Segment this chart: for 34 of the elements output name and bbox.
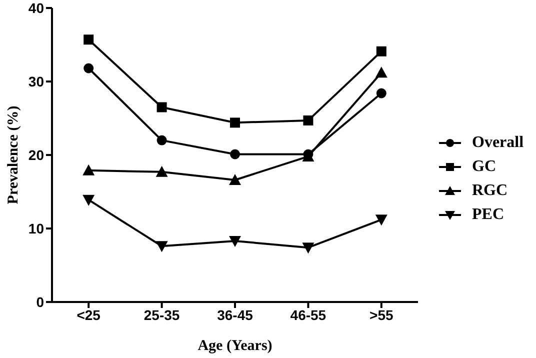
x-tick-label: 25-35	[144, 306, 180, 323]
point	[84, 63, 94, 74]
point	[156, 102, 167, 112]
point	[303, 115, 314, 126]
point	[230, 149, 240, 160]
legend-label: Overall	[472, 134, 524, 152]
point	[156, 166, 168, 177]
y-axis-title: Prevalence (%)	[5, 106, 22, 204]
legend-label: RGC	[472, 182, 508, 200]
x-tick-label: >55	[370, 306, 394, 323]
point	[156, 135, 167, 146]
x-tick-label: 46-55	[290, 306, 326, 323]
x-tick-label: <25	[76, 306, 101, 323]
y-tick-label: 30	[28, 73, 44, 90]
y-tick-label: 20	[28, 146, 44, 163]
point	[375, 66, 388, 78]
y-tick-label: 10	[28, 220, 44, 236]
point	[376, 88, 386, 98]
point	[230, 118, 240, 128]
point	[229, 174, 241, 185]
y-tick-label: 0	[36, 294, 44, 310]
x-axis-title: Age (Years)	[198, 338, 272, 354]
point	[375, 214, 388, 226]
point	[229, 236, 241, 247]
y-tick-label: 40	[28, 0, 44, 16]
legend-label: GC	[472, 158, 496, 176]
point	[156, 241, 168, 252]
point	[376, 46, 386, 56]
point	[82, 194, 95, 206]
point	[82, 164, 95, 176]
point	[84, 34, 94, 45]
point	[302, 242, 314, 254]
x-tick-label: 36-45	[217, 306, 254, 323]
legend-label: PEC	[472, 206, 504, 224]
